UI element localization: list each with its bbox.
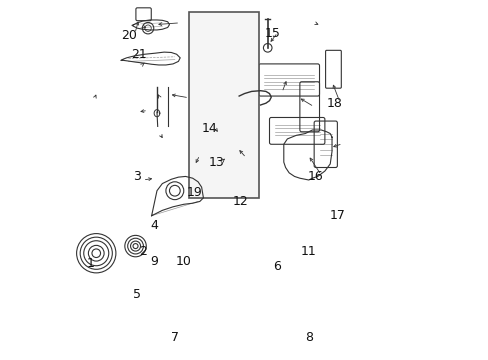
Text: 13: 13 [208,156,224,168]
Text: 14: 14 [201,122,217,135]
Text: 19: 19 [186,186,202,199]
Text: 12: 12 [233,195,248,208]
Text: 8: 8 [304,331,312,344]
Bar [189,12,258,198]
Text: 6: 6 [272,260,280,273]
Text: 1: 1 [86,257,94,270]
Text: 17: 17 [329,209,345,222]
Text: 3: 3 [133,170,141,183]
Text: 5: 5 [132,288,141,301]
Text: 2: 2 [139,245,146,258]
Text: 18: 18 [326,97,342,110]
Text: 10: 10 [176,255,191,268]
Text: 9: 9 [150,255,158,268]
Text: 16: 16 [307,170,323,183]
Text: 21: 21 [131,49,147,62]
Text: 7: 7 [170,331,179,344]
Text: 11: 11 [300,245,316,258]
Text: 20: 20 [122,29,137,42]
Text: 15: 15 [264,27,280,40]
Text: 4: 4 [150,219,158,232]
